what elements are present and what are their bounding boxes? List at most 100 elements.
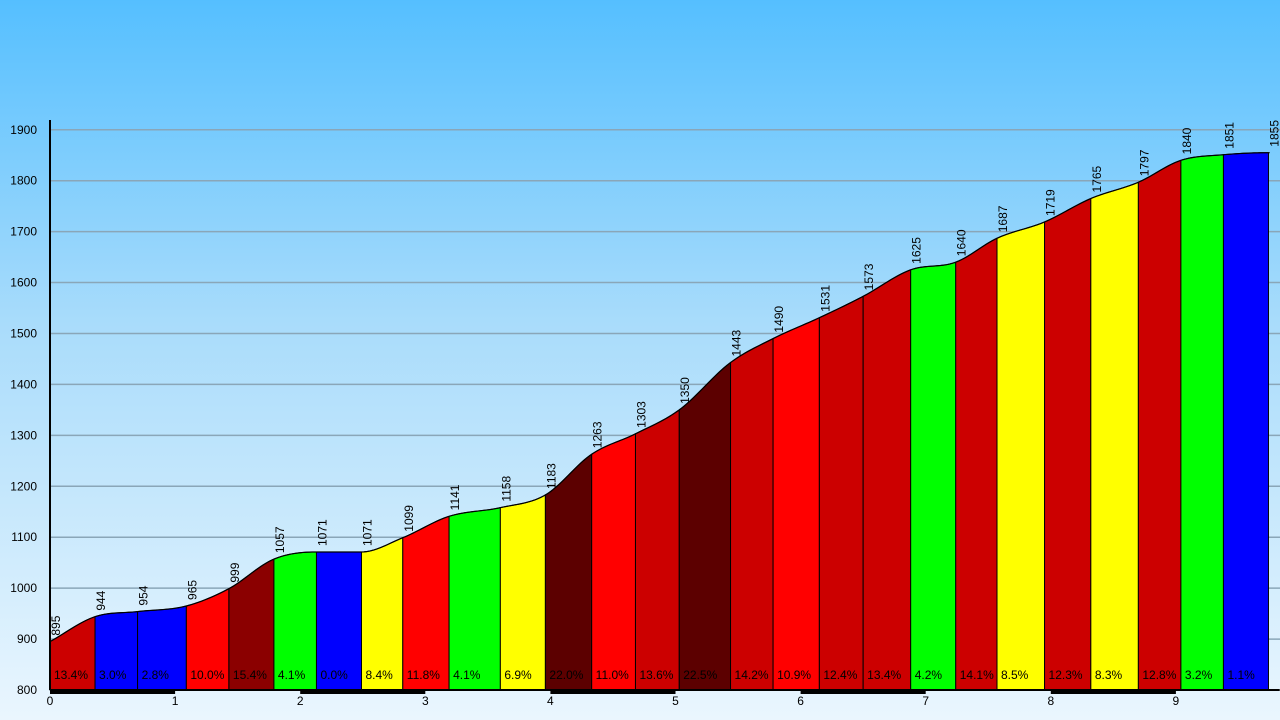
- y-tick-label: 1200: [10, 479, 37, 493]
- gradient-label: 3.2%: [1185, 668, 1213, 682]
- gradient-segment: [955, 237, 998, 691]
- gradient-label: 4.1%: [453, 668, 481, 682]
- gradient-label: 22.5%: [683, 668, 717, 682]
- x-tick-label: 4: [547, 694, 554, 708]
- gradient-label: 11.8%: [407, 668, 440, 682]
- elevation-label: 999: [228, 562, 242, 582]
- elevation-labels: 895 944 954 965 999 1057 1071 1071 1099 1141 1158 1…: [49, 120, 1280, 636]
- elevation-label: 944: [94, 590, 108, 610]
- km-band: [800, 690, 926, 694]
- gradient-segment: [862, 269, 912, 691]
- gradient-label: 8.3%: [1095, 668, 1123, 682]
- x-tick-label: 7: [922, 694, 929, 708]
- gradient-labels: 13.4% 3.0% 2.8% 10.0% 15.4% 4.1% 0.0% 8.4% 11.8%…: [54, 668, 1255, 682]
- gradient-label: 6.9%: [504, 668, 532, 682]
- elevation-label: 1765: [1090, 166, 1104, 193]
- km-band: [550, 690, 676, 694]
- gradient-label: 0.0%: [320, 668, 348, 682]
- elevation-label: 1057: [273, 526, 287, 553]
- y-tick-label: 800: [17, 683, 37, 697]
- elevation-label: 1855: [1267, 120, 1280, 147]
- y-tick-label: 1300: [10, 428, 37, 442]
- x-tick-label: 8: [1047, 694, 1054, 708]
- elevation-label: 1640: [955, 229, 969, 256]
- gradient-label: 13.6%: [639, 668, 673, 682]
- gradient-label: 12.3%: [1049, 668, 1083, 682]
- gradient-label: 15.4%: [233, 668, 267, 682]
- elevation-label: 1158: [499, 476, 513, 502]
- elevation-label: 1443: [730, 329, 744, 356]
- y-tick-label: 1500: [10, 326, 37, 340]
- x-axis-ticks: 0 1 2 3 4 5 6 7 8 9: [47, 694, 1180, 708]
- gradient-label: 14.2%: [735, 668, 769, 682]
- y-tick-label: 1900: [10, 123, 37, 137]
- gradient-segment: [1222, 152, 1269, 691]
- elevation-label: 1687: [996, 205, 1010, 232]
- gradient-label: 3.0%: [99, 668, 127, 682]
- gradient-segment: [730, 337, 774, 691]
- gradient-label: 10.0%: [190, 668, 224, 682]
- elevation-label: 1855: [1279, 120, 1280, 147]
- gradient-segment: [402, 515, 450, 691]
- km-band: [50, 690, 176, 694]
- x-tick-label: 2: [297, 694, 304, 708]
- elevation-label: 1531: [818, 285, 832, 312]
- x-tick-label: 5: [672, 694, 679, 708]
- x-tick-label: 6: [797, 694, 804, 708]
- gradient-segment: [1090, 181, 1139, 691]
- gradient-label: 14.1%: [960, 668, 994, 682]
- gradient-label: 13.4%: [54, 668, 88, 682]
- gradient-segment: [634, 408, 680, 691]
- x-tick-label: 0: [47, 694, 54, 708]
- gradient-segment: [1044, 197, 1092, 691]
- gradient-segment: [996, 221, 1046, 691]
- y-axis-ticks: 800 900 1000 1100 1200 1300 1400 1500 1600 1700 18…: [10, 123, 37, 697]
- elevation-label: 1071: [315, 519, 329, 546]
- y-tick-label: 1800: [10, 174, 37, 188]
- gradient-label: 13.4%: [867, 668, 901, 682]
- km-band: [300, 690, 426, 694]
- gradient-label: 10.9%: [777, 668, 811, 682]
- elevation-label: 1303: [634, 401, 648, 428]
- gradient-label: 8.5%: [1001, 668, 1029, 682]
- gradient-segment: [1137, 159, 1182, 691]
- elevation-label: 1797: [1137, 149, 1151, 176]
- elevation-label: 895: [49, 615, 63, 635]
- x-tick-label: 3: [422, 694, 429, 708]
- km-band: [1050, 690, 1176, 694]
- gradient-label: 1.1%: [1227, 668, 1255, 682]
- y-tick-label: 1600: [10, 276, 37, 290]
- gradient-label: 11.0%: [596, 668, 629, 682]
- y-tick-label: 1700: [10, 225, 37, 239]
- elevation-label: 1141: [448, 484, 462, 510]
- x-tick-label: 9: [1173, 694, 1180, 708]
- axes: [49, 120, 1280, 694]
- gradient-label: 2.8%: [142, 668, 170, 682]
- elevation-label: 1840: [1180, 127, 1194, 154]
- gradient-label: 4.2%: [915, 668, 943, 682]
- y-tick-label: 1100: [11, 530, 37, 544]
- elevation-label: 1183: [544, 463, 558, 489]
- elevation-label: 1071: [360, 519, 374, 546]
- profile-line: [49, 152, 1270, 643]
- elevation-label: 954: [137, 585, 151, 605]
- elevation-label: 1099: [402, 505, 416, 532]
- gradient-segments: [49, 152, 1269, 691]
- gradient-segment: [910, 261, 957, 691]
- elevation-label: 1573: [862, 263, 876, 290]
- gradient-segment: [448, 507, 501, 691]
- gradient-segment: [1180, 154, 1224, 691]
- y-tick-label: 1400: [10, 377, 37, 391]
- y-tick-label: 1000: [10, 581, 37, 595]
- elevation-label: 1851: [1222, 122, 1236, 149]
- elevation-label: 1263: [591, 421, 605, 448]
- gradient-label: 8.4%: [365, 668, 393, 682]
- gradient-segment: [678, 361, 732, 691]
- elevation-label: 1490: [772, 306, 786, 333]
- elevation-label: 1719: [1044, 189, 1058, 216]
- gradient-label: 12.8%: [1142, 668, 1176, 682]
- x-tick-label: 1: [172, 694, 179, 708]
- elevation-label: 965: [185, 580, 199, 600]
- profile-outline: [49, 152, 1270, 643]
